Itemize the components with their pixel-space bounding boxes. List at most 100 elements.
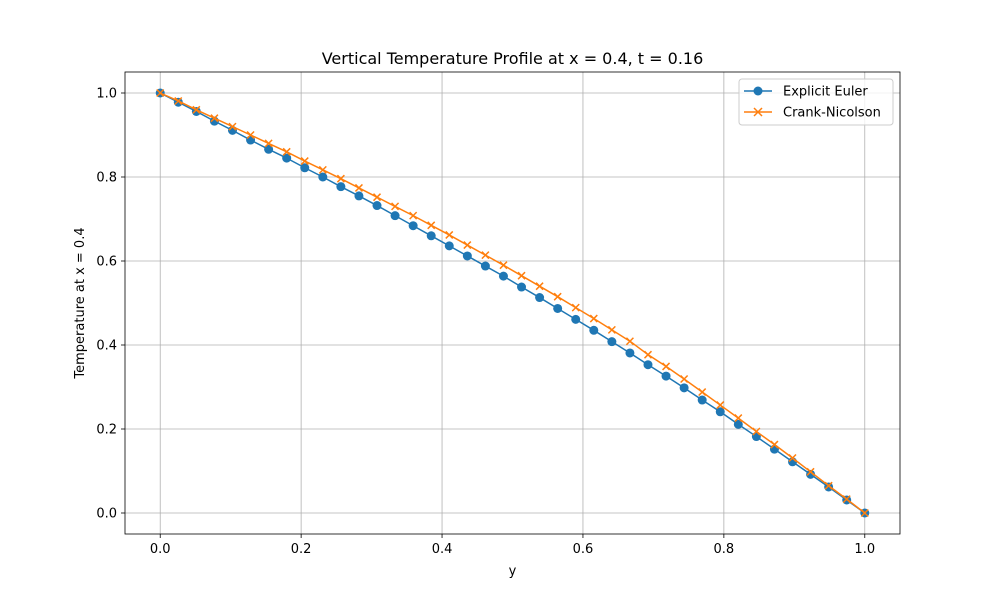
data-point-explicit-euler: [697, 395, 707, 405]
data-point-crank-nicolson: [300, 157, 309, 166]
data-point-crank-nicolson: [445, 230, 454, 239]
y-tick-label: 0.0: [96, 507, 117, 522]
data-point-crank-nicolson: [246, 130, 255, 140]
y-axis-label: Temperature at x = 0.4: [73, 227, 88, 379]
data-point-crank-nicolson: [481, 251, 490, 260]
x-tick-label: 1.0: [854, 542, 875, 557]
data-point-explicit-euler: [282, 153, 292, 163]
data-point-crank-nicolson: [643, 350, 653, 359]
data-point-explicit-euler: [444, 241, 454, 251]
grid: [125, 72, 900, 534]
data-point-crank-nicolson: [282, 147, 291, 156]
data-point-explicit-euler: [408, 221, 418, 231]
data-point-explicit-euler: [498, 271, 508, 281]
data-point-crank-nicolson: [752, 427, 761, 436]
data-point-explicit-euler: [643, 360, 653, 370]
chart-title: Vertical Temperature Profile at x = 0.4,…: [322, 49, 704, 68]
data-point-explicit-euler: [806, 469, 816, 479]
data-point-explicit-euler: [390, 211, 400, 221]
data-point-crank-nicolson: [662, 362, 671, 371]
data-point-crank-nicolson: [264, 139, 273, 148]
x-tick-label: 0.4: [432, 542, 453, 557]
y-tick-label: 1.0: [96, 87, 117, 102]
series-layer: [155, 88, 870, 518]
data-point-explicit-euler: [733, 419, 743, 429]
x-tick-label: 0.0: [150, 542, 171, 557]
data-point-crank-nicolson: [318, 165, 327, 174]
data-point-explicit-euler: [517, 282, 527, 292]
y-axis: 0.0 0.2 0.4 0.6 0.8 1.0: [96, 87, 125, 522]
data-point-crank-nicolson: [842, 495, 851, 504]
data-point-explicit-euler: [553, 303, 563, 313]
x-tick-label: 0.8: [714, 542, 735, 557]
data-point-explicit-euler: [625, 348, 635, 358]
data-point-crank-nicolson: [625, 337, 634, 346]
data-point-crank-nicolson: [372, 193, 382, 202]
plot-frame: [124, 71, 901, 535]
data-point-explicit-euler: [300, 163, 310, 173]
data-point-crank-nicolson: [174, 96, 183, 106]
data-point-explicit-euler: [661, 371, 671, 381]
legend-label-crank-nicolson: Crank-Nicolson: [783, 106, 881, 121]
data-point-crank-nicolson: [698, 388, 707, 397]
legend-label-explicit-euler: Explicit Euler: [783, 85, 868, 100]
data-point-explicit-euler: [372, 201, 382, 211]
data-point-crank-nicolson: [553, 292, 562, 301]
y-tick-label: 0.6: [96, 255, 117, 270]
data-point-explicit-euler: [679, 383, 689, 393]
series-line-crank-nicolson: [159, 92, 866, 514]
data-point-explicit-euler: [535, 293, 545, 303]
data-point-explicit-euler: [318, 172, 328, 182]
x-axis: 0.0 0.2 0.4 0.6 0.8 1.0: [150, 534, 875, 557]
data-point-crank-nicolson: [427, 221, 436, 230]
data-point-crank-nicolson: [391, 202, 400, 211]
data-point-explicit-euler: [426, 231, 436, 241]
data-point-explicit-euler: [480, 261, 490, 271]
data-point-explicit-euler: [264, 144, 274, 154]
data-point-crank-nicolson: [607, 325, 616, 334]
x-tick-label: 0.6: [573, 542, 594, 557]
x-axis-label: y: [509, 564, 517, 579]
x-tick-label: 0.2: [291, 542, 312, 557]
data-point-explicit-euler: [571, 314, 581, 324]
legend: Explicit Euler Crank-Nicolson: [738, 78, 894, 126]
data-point-crank-nicolson: [535, 282, 544, 291]
data-point-crank-nicolson: [228, 122, 237, 131]
data-point-crank-nicolson: [463, 241, 472, 250]
series-explicit-euler: [155, 88, 870, 518]
y-tick-label: 0.4: [96, 339, 117, 354]
series-crank-nicolson: [156, 88, 869, 518]
data-point-crank-nicolson: [860, 508, 869, 518]
data-point-explicit-euler: [462, 251, 472, 261]
data-point-explicit-euler: [715, 407, 725, 417]
data-point-crank-nicolson: [499, 261, 508, 270]
data-point-crank-nicolson: [210, 114, 219, 123]
series-line-explicit-euler: [159, 92, 866, 514]
data-point-explicit-euler: [336, 182, 346, 192]
legend-marker-explicit-euler: [753, 86, 763, 96]
data-point-crank-nicolson: [517, 271, 526, 280]
y-tick-label: 0.2: [96, 423, 117, 438]
data-point-crank-nicolson: [716, 401, 725, 410]
data-point-explicit-euler: [607, 337, 617, 347]
legend-marker-crank-nicolson: [753, 107, 763, 117]
data-point-crank-nicolson: [156, 88, 165, 98]
data-point-crank-nicolson: [571, 303, 580, 312]
plot-area: [125, 72, 900, 534]
data-point-crank-nicolson: [734, 414, 743, 423]
data-point-crank-nicolson: [409, 211, 418, 220]
data-point-crank-nicolson: [788, 453, 797, 463]
data-point-crank-nicolson: [192, 105, 201, 114]
y-tick-label: 0.8: [96, 171, 117, 186]
data-point-explicit-euler: [589, 325, 599, 335]
data-point-crank-nicolson: [354, 183, 363, 192]
data-point-crank-nicolson: [824, 481, 833, 490]
data-point-crank-nicolson: [589, 314, 598, 323]
legend-box: [738, 78, 894, 126]
data-point-explicit-euler: [354, 191, 364, 201]
data-point-crank-nicolson: [336, 174, 345, 183]
data-point-crank-nicolson: [806, 467, 815, 476]
data-point-crank-nicolson: [770, 440, 779, 449]
data-point-crank-nicolson: [680, 374, 689, 384]
